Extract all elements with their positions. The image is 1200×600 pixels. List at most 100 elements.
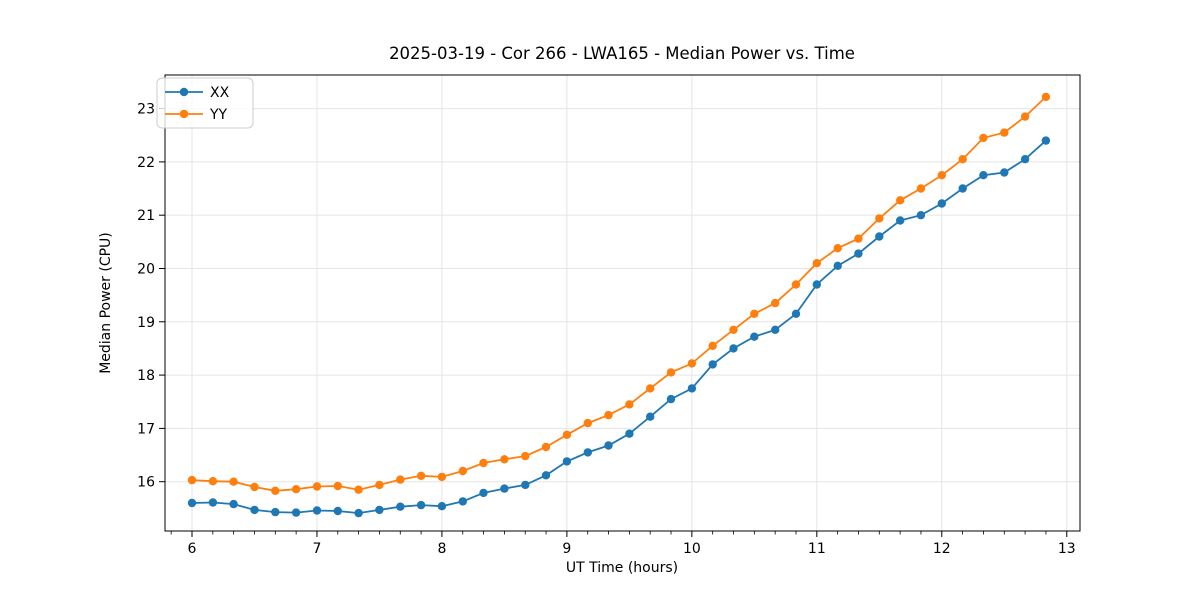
- x-tick-label: 9: [562, 541, 571, 557]
- data-point-xx: [479, 488, 488, 498]
- data-point-xx: [562, 457, 572, 466]
- data-point-yy: [937, 171, 946, 180]
- data-point-xx: [875, 232, 884, 241]
- series-line-yy: [191, 96, 1047, 492]
- data-point-yy: [396, 475, 405, 484]
- data-point-yy: [791, 280, 801, 289]
- data-point-xx: [208, 498, 218, 507]
- data-point-yy: [666, 368, 676, 377]
- x-tick-label: 6: [188, 541, 197, 557]
- data-point-yy: [500, 455, 509, 464]
- data-point-yy: [562, 430, 572, 439]
- legend: XX YY: [156, 77, 254, 129]
- data-point-xx: [854, 249, 863, 258]
- x-tick-label: 10: [683, 541, 701, 557]
- chart-title: 2025-03-19 - Cor 266 - LWA165 - Median P…: [389, 44, 855, 63]
- data-point-xx: [604, 441, 613, 450]
- data-point-xx: [291, 508, 301, 517]
- data-point-yy: [583, 418, 592, 428]
- data-point-xx: [916, 211, 926, 220]
- data-point-yy: [229, 477, 238, 486]
- data-point-xx: [416, 500, 426, 510]
- y-tick-label: 21: [137, 208, 155, 224]
- y-tick-label: 18: [137, 368, 155, 384]
- data-point-xx: [687, 384, 697, 393]
- x-tick-label: 8: [437, 541, 446, 557]
- data-point-xx: [187, 498, 197, 508]
- data-point-xx: [458, 497, 467, 506]
- data-point-yy: [521, 451, 530, 461]
- data-point-xx: [354, 508, 363, 518]
- data-point-xx: [312, 506, 322, 515]
- data-point-yy: [479, 458, 488, 468]
- data-point-yy: [896, 196, 905, 205]
- x-tick-label: 11: [808, 541, 826, 557]
- data-point-yy: [687, 359, 697, 368]
- data-point-yy: [458, 466, 467, 476]
- data-point-yy: [375, 480, 384, 490]
- data-point-yy: [333, 481, 342, 491]
- legend-box: [156, 77, 254, 129]
- data-point-xx: [771, 325, 780, 334]
- data-point-xx: [229, 499, 238, 509]
- x-tick-label: 13: [1058, 541, 1076, 557]
- legend-label: YY: [209, 107, 228, 123]
- data-point-xx: [750, 332, 759, 341]
- data-point-xx: [375, 505, 384, 515]
- data-point-xx: [666, 394, 676, 404]
- data-point-yy: [729, 325, 738, 334]
- x-axis-label: UT Time (hours): [566, 560, 678, 576]
- data-point-yy: [625, 400, 634, 409]
- data-point-yy: [750, 309, 759, 318]
- data-point-yy: [854, 234, 863, 243]
- data-point-yy: [291, 485, 301, 494]
- data-point-yy: [646, 384, 655, 393]
- legend-marker: [179, 109, 189, 119]
- data-point-yy: [271, 486, 280, 495]
- tick-layer: 6 7 8 9 10 11 12 13 16 17 18 19 20 21 22 23: [137, 102, 1075, 557]
- data-point-xx: [583, 448, 592, 457]
- data-point-xx: [500, 484, 509, 493]
- legend-label: XX: [210, 85, 230, 101]
- x-tick-label: 7: [312, 541, 321, 557]
- data-point-yy: [979, 133, 988, 143]
- y-tick-label: 23: [137, 102, 155, 118]
- data-point-xx: [979, 171, 988, 180]
- data-point-yy: [354, 485, 363, 494]
- data-point-xx: [791, 309, 801, 318]
- series-line-xx: [191, 139, 1047, 515]
- data-point-xx: [396, 502, 405, 511]
- data-point-xx: [958, 184, 967, 193]
- data-point-xx: [271, 507, 280, 517]
- data-point-yy: [958, 155, 967, 164]
- data-point-yy: [1000, 128, 1009, 137]
- data-point-xx: [1020, 155, 1030, 164]
- y-axis-label: Median Power (CPU): [98, 232, 114, 374]
- data-point-yy: [875, 214, 884, 223]
- grid-layer: [165, 75, 1080, 531]
- y-tick-label: 22: [137, 155, 155, 171]
- data-point-xx: [521, 480, 530, 490]
- y-tick-label: 16: [137, 475, 155, 491]
- data-point-xx: [646, 412, 655, 421]
- data-point-yy: [187, 475, 197, 485]
- x-tick-label: 12: [933, 541, 951, 557]
- y-tick-label: 19: [137, 315, 155, 331]
- data-point-xx: [833, 261, 842, 270]
- data-point-xx: [625, 429, 634, 438]
- legend-marker: [179, 87, 189, 97]
- data-point-yy: [416, 471, 426, 480]
- data-point-yy: [1020, 112, 1030, 121]
- data-point-xx: [250, 505, 259, 515]
- data-point-yy: [1041, 92, 1051, 102]
- data-point-yy: [916, 184, 926, 193]
- data-point-xx: [1000, 168, 1009, 177]
- data-point-yy: [312, 482, 322, 491]
- data-point-yy: [708, 341, 717, 350]
- data-point-yy: [208, 477, 218, 486]
- data-point-xx: [1041, 136, 1051, 145]
- data-point-xx: [896, 216, 905, 225]
- data-point-xx: [333, 506, 342, 516]
- data-point-yy: [833, 244, 842, 253]
